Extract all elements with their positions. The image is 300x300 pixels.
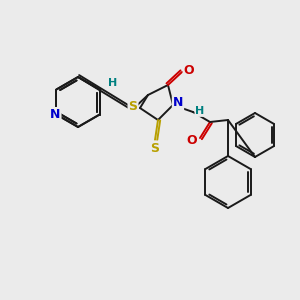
Text: H: H [195,106,205,116]
Text: N: N [173,97,183,110]
Text: O: O [184,64,194,76]
Text: S: S [151,142,160,154]
Text: S: S [128,100,137,112]
Text: H: H [108,79,118,88]
Text: N: N [50,108,61,121]
Text: O: O [187,134,197,146]
